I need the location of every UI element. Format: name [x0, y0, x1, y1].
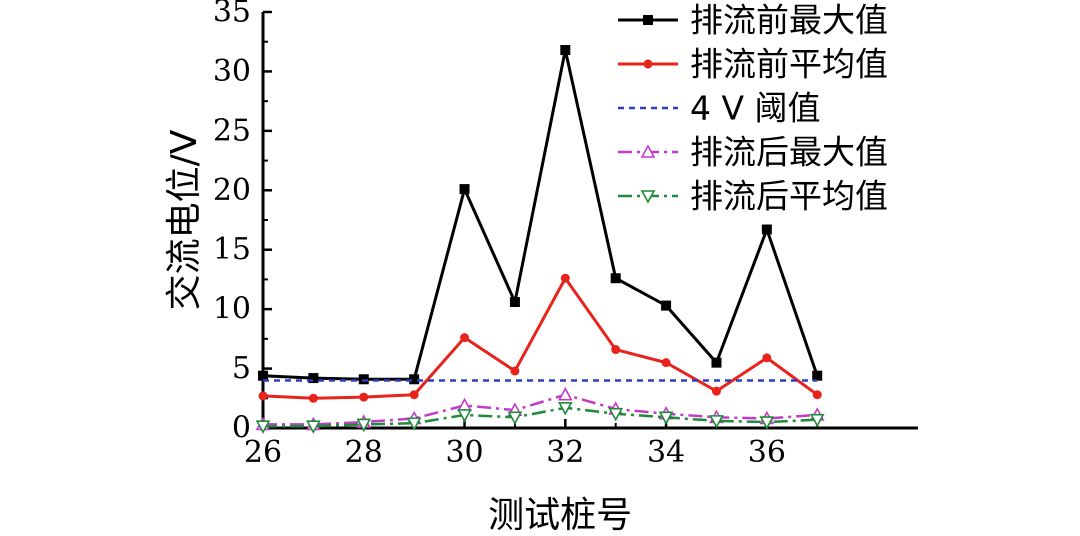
- data-point: [709, 415, 724, 429]
- data-point: [812, 370, 823, 381]
- x-tick-label: 30: [445, 435, 483, 470]
- data-point: [560, 273, 570, 283]
- data-point: [761, 224, 772, 235]
- data-point: [711, 357, 722, 368]
- data-point: [255, 420, 271, 434]
- legend-entry: 排流后平均值: [618, 177, 888, 216]
- data-point: [560, 45, 571, 56]
- x-tick-label: 34: [647, 435, 685, 470]
- data-point: [809, 413, 825, 428]
- data-point: [409, 390, 419, 400]
- data-point: [812, 390, 822, 400]
- series-1: [258, 273, 822, 403]
- x-tick-label: 26: [244, 435, 282, 470]
- legend-label: 4 V 阈值: [690, 89, 821, 128]
- legend-label: 排流前平均值: [690, 45, 888, 84]
- data-point: [557, 401, 573, 416]
- data-point: [507, 411, 523, 425]
- data-point: [457, 409, 472, 423]
- data-point: [658, 411, 674, 425]
- series-line: [262, 276, 819, 400]
- y-tick-label: 30: [213, 54, 251, 89]
- series-line: [263, 406, 818, 428]
- data-point: [308, 373, 319, 384]
- series-4: [255, 401, 825, 434]
- data-point: [258, 370, 268, 381]
- data-point: [509, 297, 520, 308]
- legend-marker: [643, 59, 653, 69]
- legend-label: 排流后最大值: [690, 133, 888, 172]
- y-tick-label: 35: [213, 0, 251, 30]
- data-point: [661, 358, 671, 368]
- data-point: [258, 391, 268, 401]
- y-axis-title: 交流电位/V: [164, 129, 205, 310]
- data-point: [356, 418, 372, 433]
- data-point: [460, 333, 470, 343]
- data-point: [711, 386, 721, 396]
- legend-entry: 4 V 阈值: [618, 89, 821, 128]
- y-tick-label: 15: [213, 232, 251, 267]
- data-point: [459, 184, 470, 195]
- legend-label: 排流后平均值: [690, 177, 888, 216]
- data-point: [308, 393, 318, 403]
- data-point: [457, 397, 472, 412]
- data-point: [661, 300, 672, 311]
- data-point: [608, 407, 624, 422]
- legend-entry: 排流前最大值: [618, 1, 888, 40]
- legend-label: 排流前最大值: [690, 1, 888, 40]
- data-point: [759, 416, 775, 430]
- data-point: [510, 366, 520, 376]
- y-tick-label: 10: [213, 292, 251, 327]
- data-point: [359, 392, 369, 402]
- data-point: [406, 417, 422, 431]
- data-point: [409, 374, 420, 385]
- data-point: [610, 273, 621, 284]
- data-point: [306, 420, 321, 434]
- legend-entry: 排流前平均值: [618, 45, 888, 84]
- x-tick-label: 36: [748, 435, 786, 470]
- legend-entry: 排流后最大值: [618, 133, 888, 172]
- series-line: [262, 48, 819, 381]
- y-tick-label: 25: [213, 113, 251, 148]
- series-layer: [255, 45, 825, 434]
- x-tick-label: 28: [345, 435, 383, 470]
- data-point: [557, 387, 573, 401]
- legend-marker: [640, 190, 656, 204]
- legend-marker: [643, 15, 653, 25]
- legend-marker: [640, 144, 656, 158]
- y-tick-label: 5: [232, 351, 251, 386]
- series-line: [263, 393, 818, 426]
- x-axis-title: 测试桩号: [488, 495, 632, 536]
- y-tick-label: 20: [213, 173, 251, 208]
- y-tick-label: 0: [232, 411, 251, 446]
- data-point: [762, 353, 772, 363]
- data-point: [611, 345, 621, 355]
- axes: 0 5 10 15 20 25 30 35 26 28 30 32 34 36: [213, 0, 918, 470]
- series-3: [255, 387, 825, 431]
- x-tick-label: 32: [546, 435, 584, 470]
